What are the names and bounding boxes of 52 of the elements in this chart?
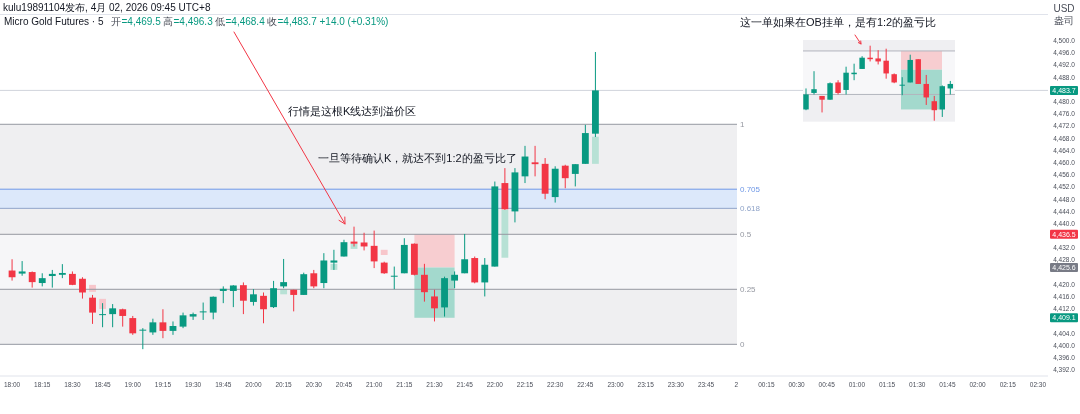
annotation: 行情是这根K线达到溢价区 bbox=[288, 105, 417, 117]
candlestick bbox=[79, 276, 86, 300]
candlestick bbox=[129, 315, 137, 336]
candlestick bbox=[310, 269, 318, 289]
chart-title: 这一单如果在OB挂单，是有1:2的盈亏比 bbox=[740, 16, 937, 28]
candlestick bbox=[199, 302, 207, 321]
candlestick bbox=[360, 232, 368, 251]
candlestick bbox=[189, 312, 197, 321]
candlestick bbox=[89, 294, 96, 325]
candlestick bbox=[531, 145, 539, 177]
text: 开=4,469.5 高=4,496.3 低=4,468.4 收=4,483.7 +14.0 (+0.31%) bbox=[111, 16, 389, 27]
candlestick bbox=[139, 327, 147, 350]
candlestick bbox=[461, 233, 469, 274]
candlestick bbox=[803, 87, 809, 111]
candlestick bbox=[843, 66, 849, 95]
candlestick bbox=[209, 295, 217, 320]
candlestick bbox=[481, 257, 489, 297]
candlestick bbox=[571, 163, 579, 187]
candlestick bbox=[883, 48, 889, 80]
candlestick bbox=[561, 164, 569, 189]
ref-line-label: 1 bbox=[740, 120, 745, 130]
candlestick bbox=[229, 284, 237, 308]
ref-line-label: 0.25 bbox=[740, 285, 757, 295]
ref-line-label: 0 bbox=[740, 340, 745, 350]
ref-line-label: 0.618 bbox=[740, 204, 761, 214]
candlestick bbox=[390, 266, 398, 290]
y-axis-title: USD 盎司 bbox=[1053, 3, 1075, 26]
candlestick bbox=[899, 76, 905, 96]
candlestick bbox=[907, 54, 913, 83]
bar bbox=[99, 298, 107, 309]
candlestick bbox=[320, 252, 328, 289]
candlestick bbox=[270, 280, 277, 309]
candlestick bbox=[931, 95, 937, 122]
candlestick bbox=[18, 260, 26, 277]
candlestick bbox=[819, 95, 825, 113]
candlestick bbox=[239, 281, 247, 315]
ref-line-label: 0.5 bbox=[740, 230, 752, 240]
candlestick bbox=[280, 258, 288, 289]
ref-line-label: 0.705 bbox=[740, 185, 761, 194]
annotation: 一旦等待确认K，就达不到1:2的盈亏比了 bbox=[318, 152, 517, 164]
candlestick bbox=[260, 291, 267, 324]
candlestick bbox=[159, 308, 167, 339]
text: kulu19891104发布, 4月 02, 2026 09:45 UTC+8 bbox=[3, 2, 211, 13]
candlestick bbox=[109, 303, 117, 328]
candlestick bbox=[300, 272, 308, 296]
candlestick bbox=[939, 84, 946, 118]
candlestick bbox=[421, 263, 428, 303]
chart-title: Micro Gold Futures · 5 bbox=[4, 16, 104, 27]
candlestick bbox=[169, 320, 177, 336]
candlestick bbox=[370, 230, 378, 269]
candlestick bbox=[431, 289, 438, 322]
candlestick bbox=[811, 70, 817, 95]
